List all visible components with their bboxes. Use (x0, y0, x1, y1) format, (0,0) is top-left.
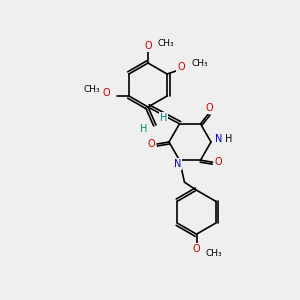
Text: O: O (215, 157, 222, 167)
Text: O: O (193, 244, 200, 254)
Text: CH₃: CH₃ (206, 249, 222, 258)
Text: O: O (177, 62, 185, 72)
Text: O: O (206, 103, 213, 113)
Text: H: H (140, 124, 148, 134)
Text: N: N (215, 134, 222, 144)
Text: H: H (160, 113, 167, 123)
Text: CH₃: CH₃ (191, 59, 208, 68)
Text: O: O (144, 41, 152, 51)
Text: CH₃: CH₃ (158, 38, 175, 47)
Text: N: N (174, 159, 181, 169)
Text: O: O (102, 88, 110, 98)
Text: O: O (147, 139, 155, 149)
Text: H: H (225, 134, 232, 144)
Text: CH₃: CH₃ (83, 85, 100, 94)
